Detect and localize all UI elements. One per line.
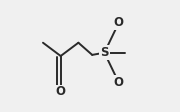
Text: O: O (114, 76, 124, 89)
Text: O: O (56, 85, 66, 98)
Text: S: S (100, 46, 109, 59)
Text: O: O (114, 16, 124, 29)
